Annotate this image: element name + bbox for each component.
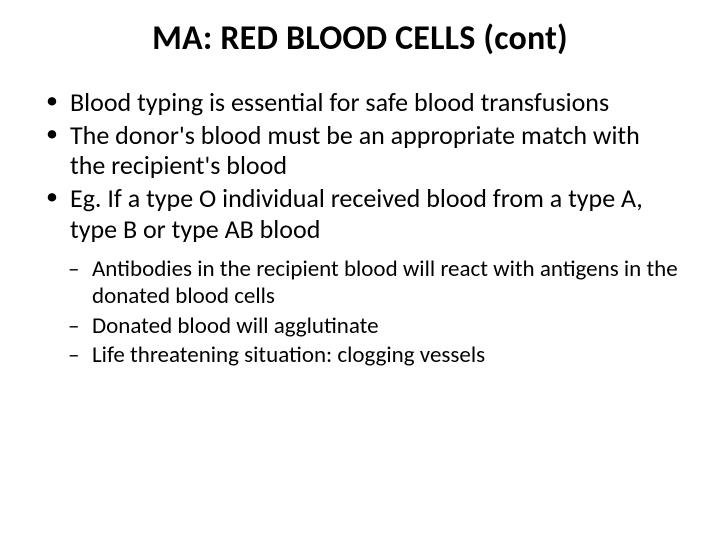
slide-title: MA: RED BLOOD CELLS (cont) (40, 18, 680, 59)
bullet-item: Eg. If a type O individual received bloo… (40, 183, 680, 244)
bullet-list-level1: Blood typing is essential for safe blood… (40, 87, 680, 244)
sub-bullet-item: Donated blood will agglutinate (40, 313, 680, 340)
slide: MA: RED BLOOD CELLS (cont) Blood typing … (0, 0, 720, 540)
sub-bullet-item: Life threatening situation: clogging ves… (40, 342, 680, 369)
bullet-item: The donor's blood must be an appropriate… (40, 120, 680, 181)
sub-bullet-item: Antibodies in the recipient blood will r… (40, 256, 680, 310)
bullet-item: Blood typing is essential for safe blood… (40, 87, 680, 118)
bullet-list-level2: Antibodies in the recipient blood will r… (40, 256, 680, 369)
